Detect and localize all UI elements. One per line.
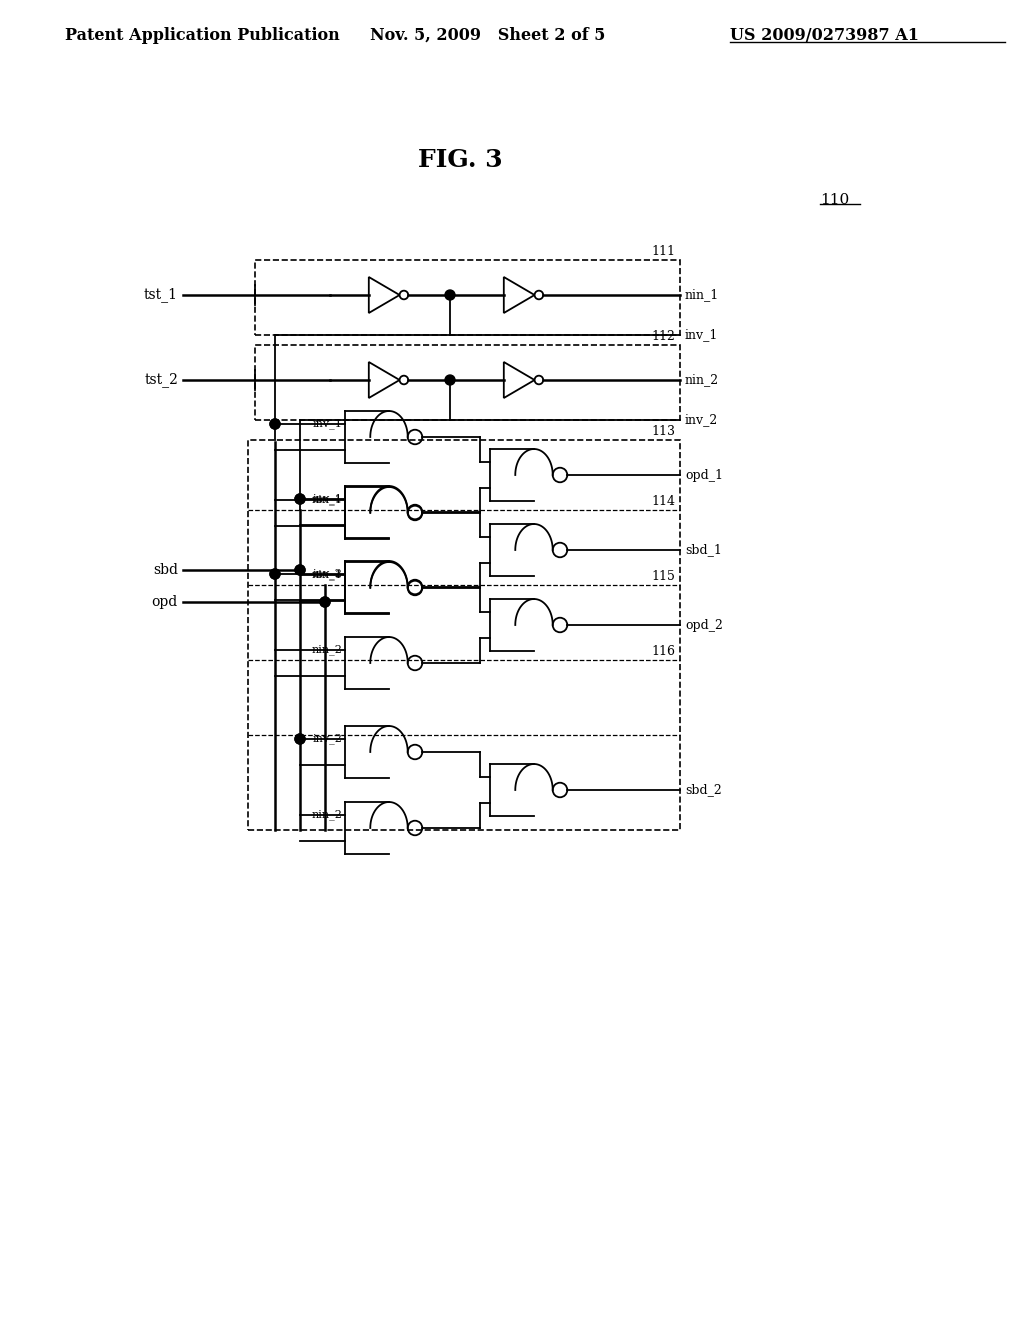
Text: nin_2: nin_2 (685, 374, 719, 387)
Text: 112: 112 (651, 330, 675, 343)
Text: 110: 110 (820, 193, 849, 207)
Text: inv_2: inv_2 (685, 413, 718, 426)
Text: 113: 113 (651, 425, 675, 438)
Text: nin_1: nin_1 (311, 495, 342, 506)
Text: 116: 116 (651, 645, 675, 657)
Text: 114: 114 (651, 495, 675, 508)
Circle shape (270, 418, 280, 429)
Circle shape (319, 597, 330, 607)
Text: opd_2: opd_2 (685, 619, 723, 631)
Text: nin_2: nin_2 (311, 809, 342, 820)
Text: US 2009/0273987 A1: US 2009/0273987 A1 (730, 26, 919, 44)
Bar (248, 440, 680, 830)
Text: nin_2: nin_2 (311, 644, 342, 655)
Text: inv_1: inv_1 (312, 494, 342, 504)
Bar (255, 260, 680, 335)
Text: opd_1: opd_1 (685, 469, 723, 482)
Text: nin_1: nin_1 (685, 289, 719, 301)
Circle shape (270, 569, 280, 579)
Text: FIG. 3: FIG. 3 (418, 148, 503, 172)
Text: Nov. 5, 2009   Sheet 2 of 5: Nov. 5, 2009 Sheet 2 of 5 (370, 26, 605, 44)
Circle shape (295, 494, 305, 504)
Text: sbd_2: sbd_2 (685, 784, 722, 796)
Text: inv_1: inv_1 (685, 329, 719, 342)
Bar (255, 345, 680, 420)
Circle shape (295, 565, 305, 576)
Circle shape (270, 569, 280, 579)
Text: Patent Application Publication: Patent Application Publication (65, 26, 340, 44)
Text: sbd_1: sbd_1 (685, 544, 722, 557)
Circle shape (295, 734, 305, 744)
Text: inv_1: inv_1 (312, 418, 342, 429)
Text: inv_2: inv_2 (312, 734, 342, 744)
Text: inv_2: inv_2 (312, 569, 342, 579)
Circle shape (295, 734, 305, 744)
Text: 111: 111 (651, 246, 675, 257)
Text: opd: opd (152, 595, 178, 609)
Text: 115: 115 (651, 570, 675, 583)
Text: nin_1: nin_1 (311, 570, 342, 581)
Text: tst_2: tst_2 (144, 372, 178, 388)
Circle shape (295, 565, 305, 576)
Text: tst_1: tst_1 (144, 288, 178, 302)
Text: sbd: sbd (153, 564, 178, 577)
Circle shape (295, 494, 305, 504)
Circle shape (445, 375, 455, 385)
Circle shape (270, 418, 280, 429)
Circle shape (319, 597, 330, 607)
Circle shape (445, 290, 455, 300)
